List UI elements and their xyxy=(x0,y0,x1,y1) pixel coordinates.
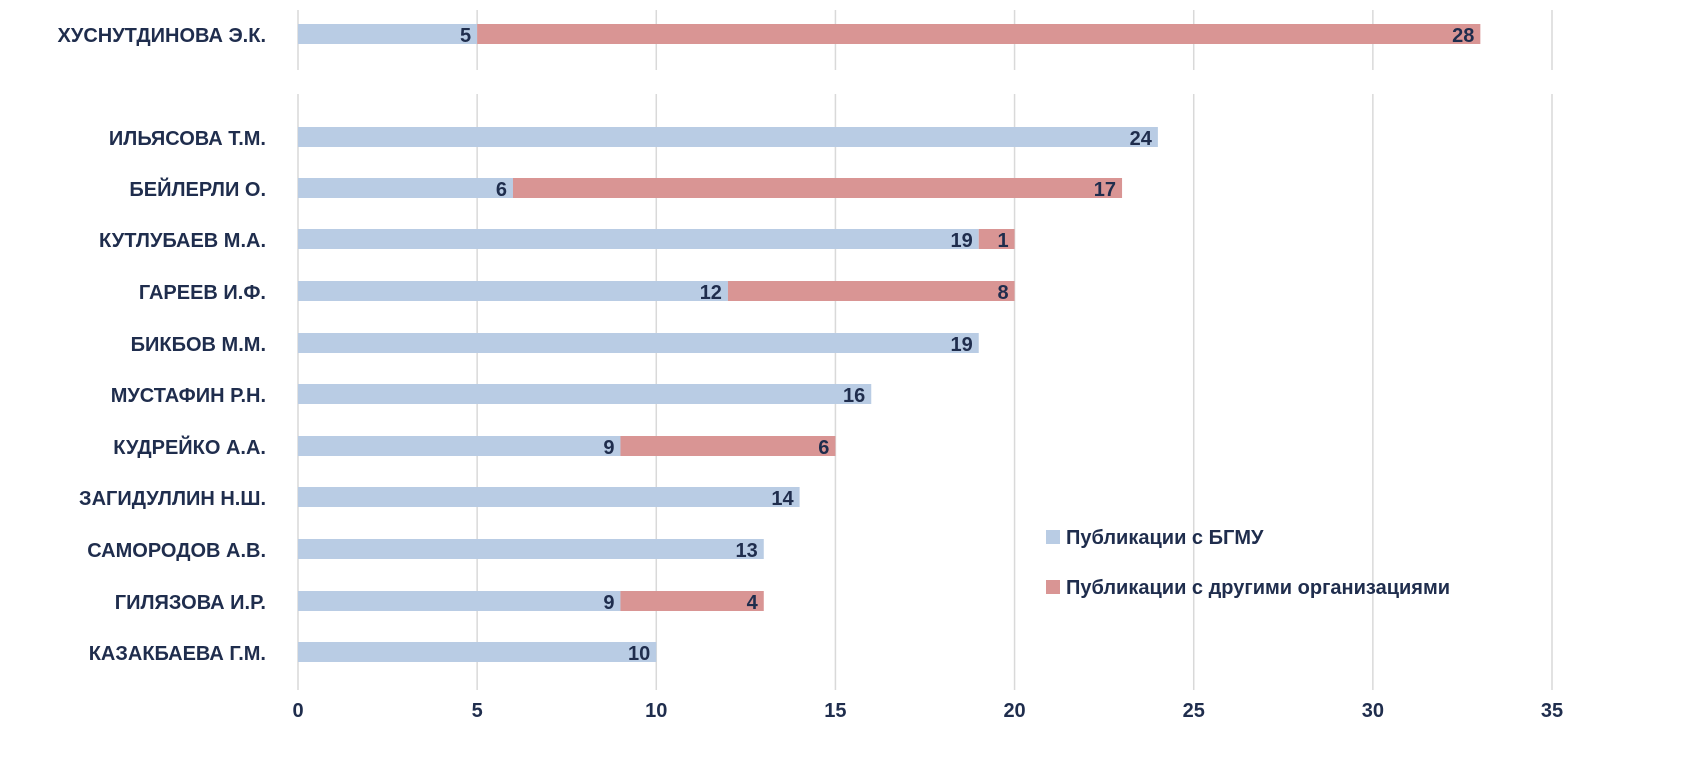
bar-other xyxy=(978,229,1015,249)
data-label-bgmu: 16 xyxy=(843,385,865,407)
data-label-bgmu: 19 xyxy=(950,230,972,252)
bar-bgmu xyxy=(298,384,872,404)
category-label: КУТЛУБАЕВ М.А. xyxy=(99,230,266,252)
data-label-bgmu: 24 xyxy=(1130,128,1153,150)
x-tick-label: 5 xyxy=(472,700,483,722)
category-label: ЗАГИДУЛЛИН Н.Ш. xyxy=(79,488,266,510)
category-label: БЕЙЛЕРЛИ О. xyxy=(129,177,266,201)
category-label: МУСТАФИН Р.Н. xyxy=(111,385,266,407)
x-tick-label: 35 xyxy=(1541,700,1563,722)
category-label: ГАРЕЕВ И.Ф. xyxy=(139,282,266,304)
data-label-other: 1 xyxy=(997,230,1008,252)
data-label-other: 6 xyxy=(818,437,829,459)
bar-bgmu xyxy=(298,539,764,559)
legend: Публикации с БГМУ Публикации с другими ор… xyxy=(1046,527,1450,599)
bar-other xyxy=(620,591,764,611)
data-label-other: 8 xyxy=(997,282,1008,304)
data-label-bgmu: 9 xyxy=(603,437,614,459)
legend-swatch xyxy=(1046,580,1060,594)
category-label: ХУСНУТДИНОВА Э.К. xyxy=(58,25,266,47)
data-label-other: 28 xyxy=(1452,25,1474,47)
category-label: БИКБОВ М.М. xyxy=(131,334,266,356)
bar-other xyxy=(512,178,1123,198)
bar-bgmu xyxy=(298,178,513,198)
x-tick-label: 25 xyxy=(1183,700,1205,722)
x-tick-label: 30 xyxy=(1362,700,1384,722)
data-label-bgmu: 19 xyxy=(950,334,972,356)
bar-other xyxy=(477,24,1481,44)
x-tick-label: 15 xyxy=(824,700,846,722)
bar-bgmu xyxy=(298,487,800,507)
category-label: КАЗАКБАЕВА Г.М. xyxy=(89,643,266,665)
x-tick-label: 10 xyxy=(645,700,667,722)
x-tick-label: 0 xyxy=(292,700,303,722)
data-label-other: 17 xyxy=(1094,179,1116,201)
data-label-bgmu: 12 xyxy=(700,282,722,304)
category-label: САМОРОДОВ А.В. xyxy=(87,540,266,562)
data-label-bgmu: 14 xyxy=(771,488,794,510)
data-label-bgmu: 6 xyxy=(496,179,507,201)
data-label-bgmu: 5 xyxy=(460,25,471,47)
data-label-bgmu: 10 xyxy=(628,643,650,665)
bar-bgmu xyxy=(298,642,657,662)
category-label: ГИЛЯЗОВА И.Р. xyxy=(115,592,266,614)
legend-swatch xyxy=(1046,530,1060,544)
bar-bgmu xyxy=(298,591,621,611)
legend-label: Публикации с другими организациями xyxy=(1066,577,1450,599)
bars: 5 28 24 6 17 19 1 12 8 19 16 9 6 14 13 9 4 10 xyxy=(298,24,1481,665)
bar-other xyxy=(620,436,836,456)
category-label: ИЛЬЯСОВА Т.М. xyxy=(109,128,266,150)
data-label-other: 4 xyxy=(747,592,759,614)
bar-other xyxy=(727,281,1015,301)
legend-label: Публикации с БГМУ xyxy=(1066,527,1264,549)
bar-bgmu xyxy=(298,333,979,353)
bar-bgmu xyxy=(298,127,1158,147)
bar-bgmu xyxy=(298,24,478,44)
data-label-bgmu: 9 xyxy=(603,592,614,614)
category-labels: ХУСНУТДИНОВА Э.К. ИЛЬЯСОВА Т.М. БЕЙЛЕРЛИ О… xyxy=(58,25,266,665)
bar-bgmu xyxy=(298,281,728,301)
bar-bgmu xyxy=(298,229,979,249)
category-label: КУДРЕЙКО А.А. xyxy=(113,435,266,459)
bar-bgmu xyxy=(298,436,621,456)
x-tick-label: 20 xyxy=(1003,700,1025,722)
data-label-bgmu: 13 xyxy=(736,540,758,562)
x-axis-tick-labels: 0 5 10 15 20 25 30 35 xyxy=(292,700,1563,722)
